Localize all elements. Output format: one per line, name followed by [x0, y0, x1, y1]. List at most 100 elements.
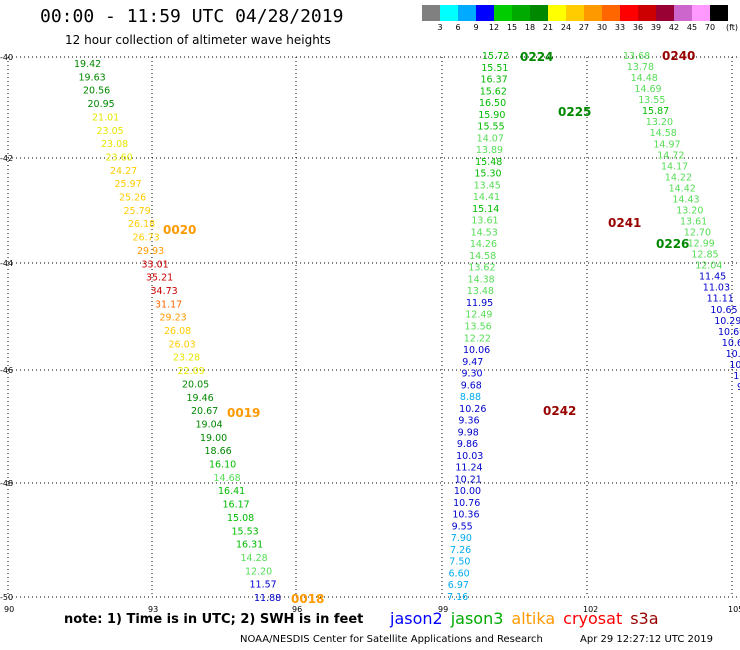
wave-height-value: 6.60	[449, 568, 470, 579]
wave-height-value: 7.90	[451, 533, 472, 544]
wave-height-value: 13.61	[680, 217, 707, 228]
wave-height-value: 10.29	[714, 316, 740, 327]
credit-text: NOAA/NESDIS Center for Satellite Applica…	[240, 634, 543, 645]
wave-height-value: 9.86	[457, 439, 478, 450]
wave-height-value: 8.88	[460, 392, 481, 403]
wave-height-value: 10.76	[453, 498, 480, 509]
timestamp-text: Apr 29 12:27:12 UTC 2019	[580, 634, 713, 645]
wave-height-value: 19.42	[74, 59, 101, 70]
wave-height-value: 25.79	[124, 206, 151, 217]
lon-tick-label: 90	[4, 605, 14, 614]
scale-unit: (ft)	[725, 23, 739, 32]
wave-height-value: 15.14	[472, 204, 499, 215]
satellite-legend-item: altika	[511, 609, 556, 628]
wave-height-value: 16.31	[236, 540, 263, 551]
lat-tick-label: -40	[0, 53, 13, 62]
wave-height-value: 10.25	[726, 349, 740, 360]
scale-label: 45	[686, 23, 698, 32]
wave-height-value: 7.50	[449, 557, 470, 568]
wave-height-value: 26.73	[133, 233, 160, 244]
wave-height-value: 14.53	[471, 227, 498, 238]
scale-swatch	[440, 5, 458, 21]
wave-height-value: 35.21	[146, 273, 173, 284]
scale-swatch	[692, 5, 710, 21]
wave-height-value: 24.27	[110, 166, 137, 177]
pass-label: 0019	[227, 406, 260, 420]
wave-height-value: 13.20	[676, 205, 703, 216]
wave-height-value: 16.50	[479, 98, 506, 109]
lat-tick-label: -46	[0, 366, 13, 375]
scale-label: 70	[704, 23, 716, 32]
wave-height-points: 19.42 19.63 20.56 20.95 21.01 23.05 23.08 23.60…	[74, 51, 740, 604]
pass-label: 0224	[520, 50, 553, 64]
wave-height-value: 22.09	[178, 366, 205, 377]
wave-height-value: 12.22	[464, 333, 491, 344]
wave-height-value: 14.58	[469, 251, 496, 262]
wave-height-value: 13.48	[467, 286, 494, 297]
scale-swatch	[566, 5, 584, 21]
wave-height-value: 14.22	[665, 172, 692, 183]
wave-height-value: 11.24	[455, 463, 482, 474]
lon-tick-label: 93	[148, 605, 158, 614]
wave-height-value: 26.03	[169, 339, 196, 350]
wave-height-value: 10.69	[718, 327, 740, 338]
wave-height-value: 10.36	[452, 510, 479, 521]
wave-height-value: 19.00	[200, 433, 227, 444]
wave-height-value: 13.78	[627, 62, 654, 73]
wave-height-value: 23.05	[97, 126, 124, 137]
scale-label: 21	[542, 23, 554, 32]
wave-height-value: 34.73	[151, 286, 178, 297]
wave-height-value: 20.56	[83, 86, 110, 97]
wave-height-value: 11.88	[254, 593, 281, 604]
color-scale-bar	[422, 5, 728, 21]
satellite-legend-item: jason3	[450, 609, 504, 628]
scale-swatch	[620, 5, 638, 21]
wave-height-value: 15.87	[642, 106, 669, 117]
map-title: 00:00 - 11:59 UTC 04/28/2019	[40, 6, 344, 27]
wave-height-value: 16.37	[480, 75, 507, 86]
wave-height-value: 13.20	[646, 117, 673, 128]
wave-height-value: 7.16	[447, 592, 468, 603]
pass-label: 0018	[291, 592, 324, 606]
wave-height-value: 10.06	[463, 345, 490, 356]
wave-height-value: 26.18	[128, 219, 155, 230]
wave-height-value: 7.26	[450, 545, 471, 556]
wave-height-value: 14.58	[650, 128, 677, 139]
wave-height-value: 12.49	[465, 310, 492, 321]
wave-height-value: 31.17	[155, 299, 182, 310]
axis-ticks: -40 -42 -44 -46 -48 -50 90 93 96 99 102 105	[0, 53, 740, 614]
scale-swatch	[602, 5, 620, 21]
wave-height-value: 14.48	[631, 73, 658, 84]
pass-label: 0241	[608, 216, 641, 230]
wave-height-value: 13.56	[465, 322, 492, 333]
wave-height-value: 9.98	[458, 427, 479, 438]
wave-height-value: 23.08	[101, 139, 128, 150]
wave-height-value: 11.95	[466, 298, 493, 309]
pass-label: 0240	[662, 49, 695, 63]
wave-height-value: 29.23	[160, 313, 187, 324]
map-subtitle: 12 hour collection of altimeter wave hei…	[65, 33, 331, 47]
wave-height-value: 14.97	[653, 139, 680, 150]
wave-height-value: 12.20	[245, 566, 272, 577]
wave-height-value: 15.53	[232, 526, 259, 537]
wave-height-value: 15.90	[478, 110, 505, 121]
wave-height-value: 26.08	[164, 326, 191, 337]
wave-height-value: 16.41	[218, 486, 245, 497]
wave-height-value: 14.72	[657, 150, 684, 161]
lon-tick-label: 96	[292, 605, 302, 614]
scale-swatch	[674, 5, 692, 21]
scale-swatch	[584, 5, 602, 21]
wave-height-value: 29.93	[137, 246, 164, 257]
wave-height-value: 14.41	[473, 192, 500, 203]
lon-tick-label: 99	[438, 605, 448, 614]
scale-label: 3	[437, 23, 443, 32]
satellite-legend-item: cryosat	[563, 609, 623, 628]
wave-height-value: 13.89	[476, 145, 503, 156]
scale-label: 24	[560, 23, 572, 32]
wave-height-value: 9.68	[461, 380, 482, 391]
wave-height-value: 6.97	[448, 580, 469, 591]
wave-height-value: 15.55	[477, 122, 504, 133]
wave-height-value: 9.55	[452, 521, 473, 532]
